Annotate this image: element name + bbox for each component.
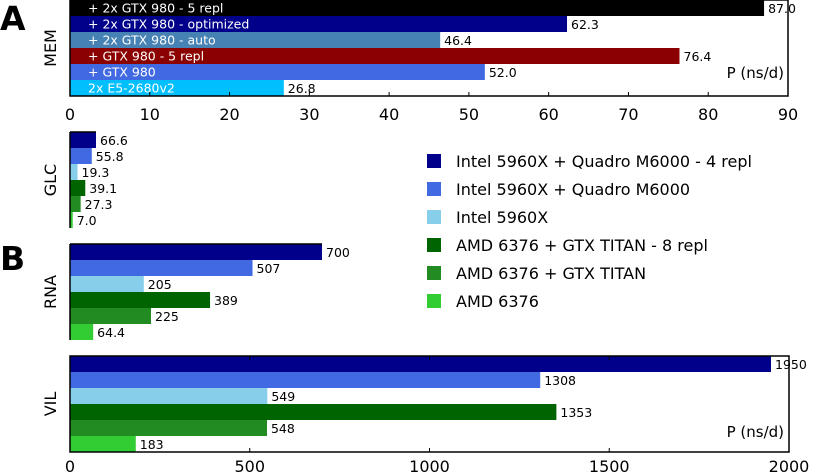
legend-swatch <box>427 182 441 196</box>
mem-bar <box>70 80 284 96</box>
mem-x-tick-label: 80 <box>698 105 718 124</box>
mem-value-label: 26.8 <box>288 81 316 96</box>
vil-value-label: 1353 <box>560 405 592 420</box>
mem-value-label: 76.4 <box>684 49 712 64</box>
rna-bar <box>70 308 151 324</box>
mem-category-label: 2x E5-2680v2 <box>88 81 175 96</box>
mem-x-tick-label: 70 <box>618 105 638 124</box>
rna-value-label: 64.4 <box>97 325 125 340</box>
vil-x-tick-label: 1000 <box>409 457 450 473</box>
glc-value-label: 55.8 <box>96 149 124 164</box>
panel-letter-b: B <box>0 239 25 278</box>
rna-bar <box>70 260 253 276</box>
glc-bar <box>70 196 81 212</box>
glc-value-label: 39.1 <box>89 181 117 196</box>
vil-value-label: 1308 <box>544 373 576 388</box>
legend-item-label: AMD 6376 + GTX TITAN - 8 repl <box>456 236 708 255</box>
vil-value-label: 548 <box>271 421 295 436</box>
mem-category-label: + 2x GTX 980 - 5 repl <box>88 1 223 16</box>
mem-category-label: + 2x GTX 980 - optimized <box>88 17 249 32</box>
vil-x-tick-label: 1500 <box>589 457 630 473</box>
mem-bar <box>70 64 485 80</box>
vil-bar <box>70 356 771 372</box>
mem-x-tick-label: 60 <box>538 105 558 124</box>
rna-value-label: 225 <box>155 309 179 324</box>
mem-x-tick-label: 90 <box>778 105 798 124</box>
vil-x-tick-label: 0 <box>65 457 75 473</box>
rna-value-label: 507 <box>257 261 281 276</box>
rna-bar <box>70 244 322 260</box>
mem-axes-frame <box>69 0 789 97</box>
mem-category-label: + GTX 980 - 5 repl <box>88 49 204 64</box>
glc-bar <box>70 212 73 228</box>
legend-swatch <box>427 238 441 252</box>
mem-bar <box>70 32 441 48</box>
rna-value-label: 700 <box>326 245 350 260</box>
rna-value-label: 205 <box>148 277 172 292</box>
glc-row-label: GLC <box>41 164 60 196</box>
glc-bar <box>70 148 92 164</box>
legend-swatch <box>427 294 441 308</box>
vil-x-tick-label: 2000 <box>769 457 810 473</box>
mem-category-label: + 2x GTX 980 - auto <box>88 33 216 48</box>
vil-bar <box>70 388 268 404</box>
mem-value-label: 62.3 <box>571 17 599 32</box>
mem-value-label: 87.0 <box>768 1 796 16</box>
legend-item-label: Intel 5960X + Quadro M6000 - 4 repl <box>456 152 752 171</box>
legend-item-label: Intel 5960X + Quadro M6000 <box>456 180 690 199</box>
vil-x-tick-label: 500 <box>234 457 265 473</box>
vil-x-axis-label: P (ns/d) <box>727 423 784 441</box>
panel-letter-a: A <box>0 0 26 38</box>
mem-value-label: 46.4 <box>444 33 472 48</box>
legend-item-label: Intel 5960X <box>456 208 548 227</box>
mem-category-label: + GTX 980 <box>88 65 156 80</box>
mem-x-tick-label: 50 <box>459 105 479 124</box>
rna-bar <box>70 324 94 340</box>
mem-x-axis-label: P (ns/d) <box>727 64 784 82</box>
legend-item-label: AMD 6376 + GTX TITAN <box>456 264 646 283</box>
glc-value-label: 27.3 <box>85 197 113 212</box>
vil-value-label: 549 <box>271 389 295 404</box>
mem-row-label: MEM <box>41 29 60 67</box>
vil-bar <box>70 420 267 436</box>
mem-x-tick-label: 30 <box>299 105 319 124</box>
rna-row-label: RNA <box>41 275 60 309</box>
mem-x-tick-label: 40 <box>379 105 399 124</box>
vil-bar <box>70 372 541 388</box>
glc-bar <box>70 164 78 180</box>
mem-x-tick-label: 20 <box>219 105 239 124</box>
glc-bar <box>70 180 86 196</box>
rna-bar <box>70 276 144 292</box>
legend-swatch <box>427 154 441 168</box>
glc-value-label: 19.3 <box>82 165 110 180</box>
legend-swatch <box>427 210 441 224</box>
vil-bar <box>70 404 557 420</box>
rna-value-label: 389 <box>214 293 238 308</box>
glc-value-label: 7.0 <box>77 213 97 228</box>
mem-x-tick-label: 10 <box>140 105 160 124</box>
mem-bar <box>70 0 765 16</box>
glc-value-label: 66.6 <box>100 133 128 148</box>
legend-item-label: AMD 6376 <box>456 292 539 311</box>
rna-bar <box>70 292 211 308</box>
vil-value-label: 1950 <box>775 357 807 372</box>
mem-x-tick-label: 0 <box>65 105 75 124</box>
legend-swatch <box>427 266 441 280</box>
vil-row-label: VIL <box>41 392 60 417</box>
glc-bar <box>70 132 96 148</box>
mem-bar <box>70 48 680 64</box>
vil-bar <box>70 436 136 452</box>
mem-bar <box>70 16 568 32</box>
vil-value-label: 183 <box>140 437 164 452</box>
mem-value-label: 52.0 <box>489 65 517 80</box>
